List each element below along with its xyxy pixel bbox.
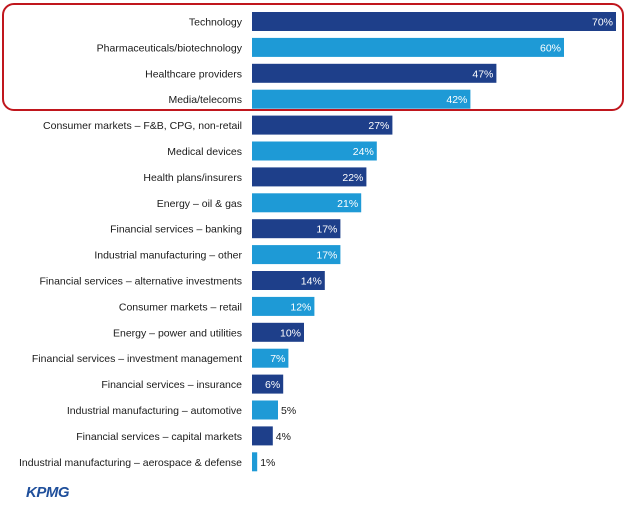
bar [252, 245, 341, 265]
bar-row: Consumer markets – retail 12% [119, 296, 315, 316]
bar-row: Industrial manufacturing – aerospace & d… [19, 452, 275, 472]
value-label: 47% [472, 68, 493, 80]
value-label: 60% [540, 42, 561, 54]
value-label: 6% [265, 379, 280, 391]
bar [252, 193, 362, 213]
category-label: Industrial manufacturing – aerospace & d… [19, 457, 242, 469]
bar [252, 115, 393, 135]
value-label: 27% [368, 120, 389, 132]
bar-row: Industrial manufacturing – automotive 5% [67, 400, 296, 420]
bar [252, 374, 284, 394]
value-label: 42% [446, 94, 467, 106]
bar [252, 37, 564, 57]
category-label: Industrial manufacturing – automotive [67, 405, 242, 417]
bar-row: Financial services – capital markets 4% [76, 426, 291, 446]
bar [252, 452, 258, 472]
highlight-box [2, 3, 624, 111]
bar [252, 89, 471, 109]
bar [252, 167, 367, 187]
category-label: Financial services – capital markets [76, 431, 242, 443]
bar-row: Energy – power and utilities 10% [113, 322, 304, 342]
bar-row: Financial services – investment manageme… [32, 348, 289, 368]
bar-row: Health plans/insurers 22% [143, 167, 367, 187]
value-label: 5% [281, 405, 296, 417]
category-label: Energy – oil & gas [157, 198, 242, 210]
category-label: Industrial manufacturing – other [94, 250, 242, 262]
value-label: 14% [301, 276, 322, 288]
category-label: Health plans/insurers [143, 172, 242, 184]
value-label: 17% [316, 250, 337, 262]
bar-row: Energy – oil & gas 21% [157, 193, 362, 213]
category-label: Financial services – banking [110, 224, 242, 236]
bar-row: Financial services – alternative investm… [39, 271, 325, 290]
value-label: 70% [592, 17, 613, 29]
bar-row: Pharmaceuticals/biotechnology 60% [97, 37, 564, 57]
value-label: 17% [316, 224, 337, 236]
bar [252, 348, 289, 368]
category-label: Media/telecoms [168, 94, 242, 106]
bar-row: Consumer markets – F&B, CPG, non-retail 2… [43, 115, 393, 135]
kpmg-logo: KPMG [26, 484, 70, 501]
category-label: Healthcare providers [145, 68, 242, 80]
value-label: 12% [290, 301, 311, 313]
bar [252, 426, 273, 446]
bar-row: Technology 70% [189, 12, 616, 31]
category-label: Technology [189, 17, 243, 29]
bar-row: Financial services – insurance 6% [101, 374, 284, 394]
bar-row: Healthcare providers 47% [145, 63, 497, 83]
value-label: 24% [353, 146, 374, 158]
category-label: Consumer markets – F&B, CPG, non-retail [43, 120, 242, 132]
value-label: 1% [260, 457, 275, 469]
category-label: Energy – power and utilities [113, 327, 242, 339]
category-label: Consumer markets – retail [119, 301, 242, 313]
category-label: Financial services – insurance [101, 379, 242, 391]
bar-row: Media/telecoms 42% [168, 89, 471, 109]
bar-row: Medical devices 24% [167, 141, 377, 161]
bar [252, 322, 304, 342]
bar [252, 12, 616, 31]
bar-row: Financial services – banking 17% [110, 219, 341, 239]
bar [252, 63, 497, 83]
value-label: 21% [337, 198, 358, 210]
category-label: Pharmaceuticals/biotechnology [97, 42, 243, 54]
bar [252, 141, 377, 161]
category-label: Financial services – investment manageme… [32, 353, 242, 365]
bar [252, 271, 325, 290]
category-label: Financial services – alternative investm… [39, 276, 242, 288]
bar [252, 219, 341, 239]
bar-row: Industrial manufacturing – other 17% [94, 245, 341, 265]
category-label: Medical devices [167, 146, 242, 158]
bar [252, 400, 278, 420]
value-label: 10% [280, 327, 301, 339]
value-label: 7% [270, 353, 285, 365]
value-label: 22% [342, 172, 363, 184]
value-label: 4% [276, 431, 291, 443]
bar [252, 296, 315, 316]
